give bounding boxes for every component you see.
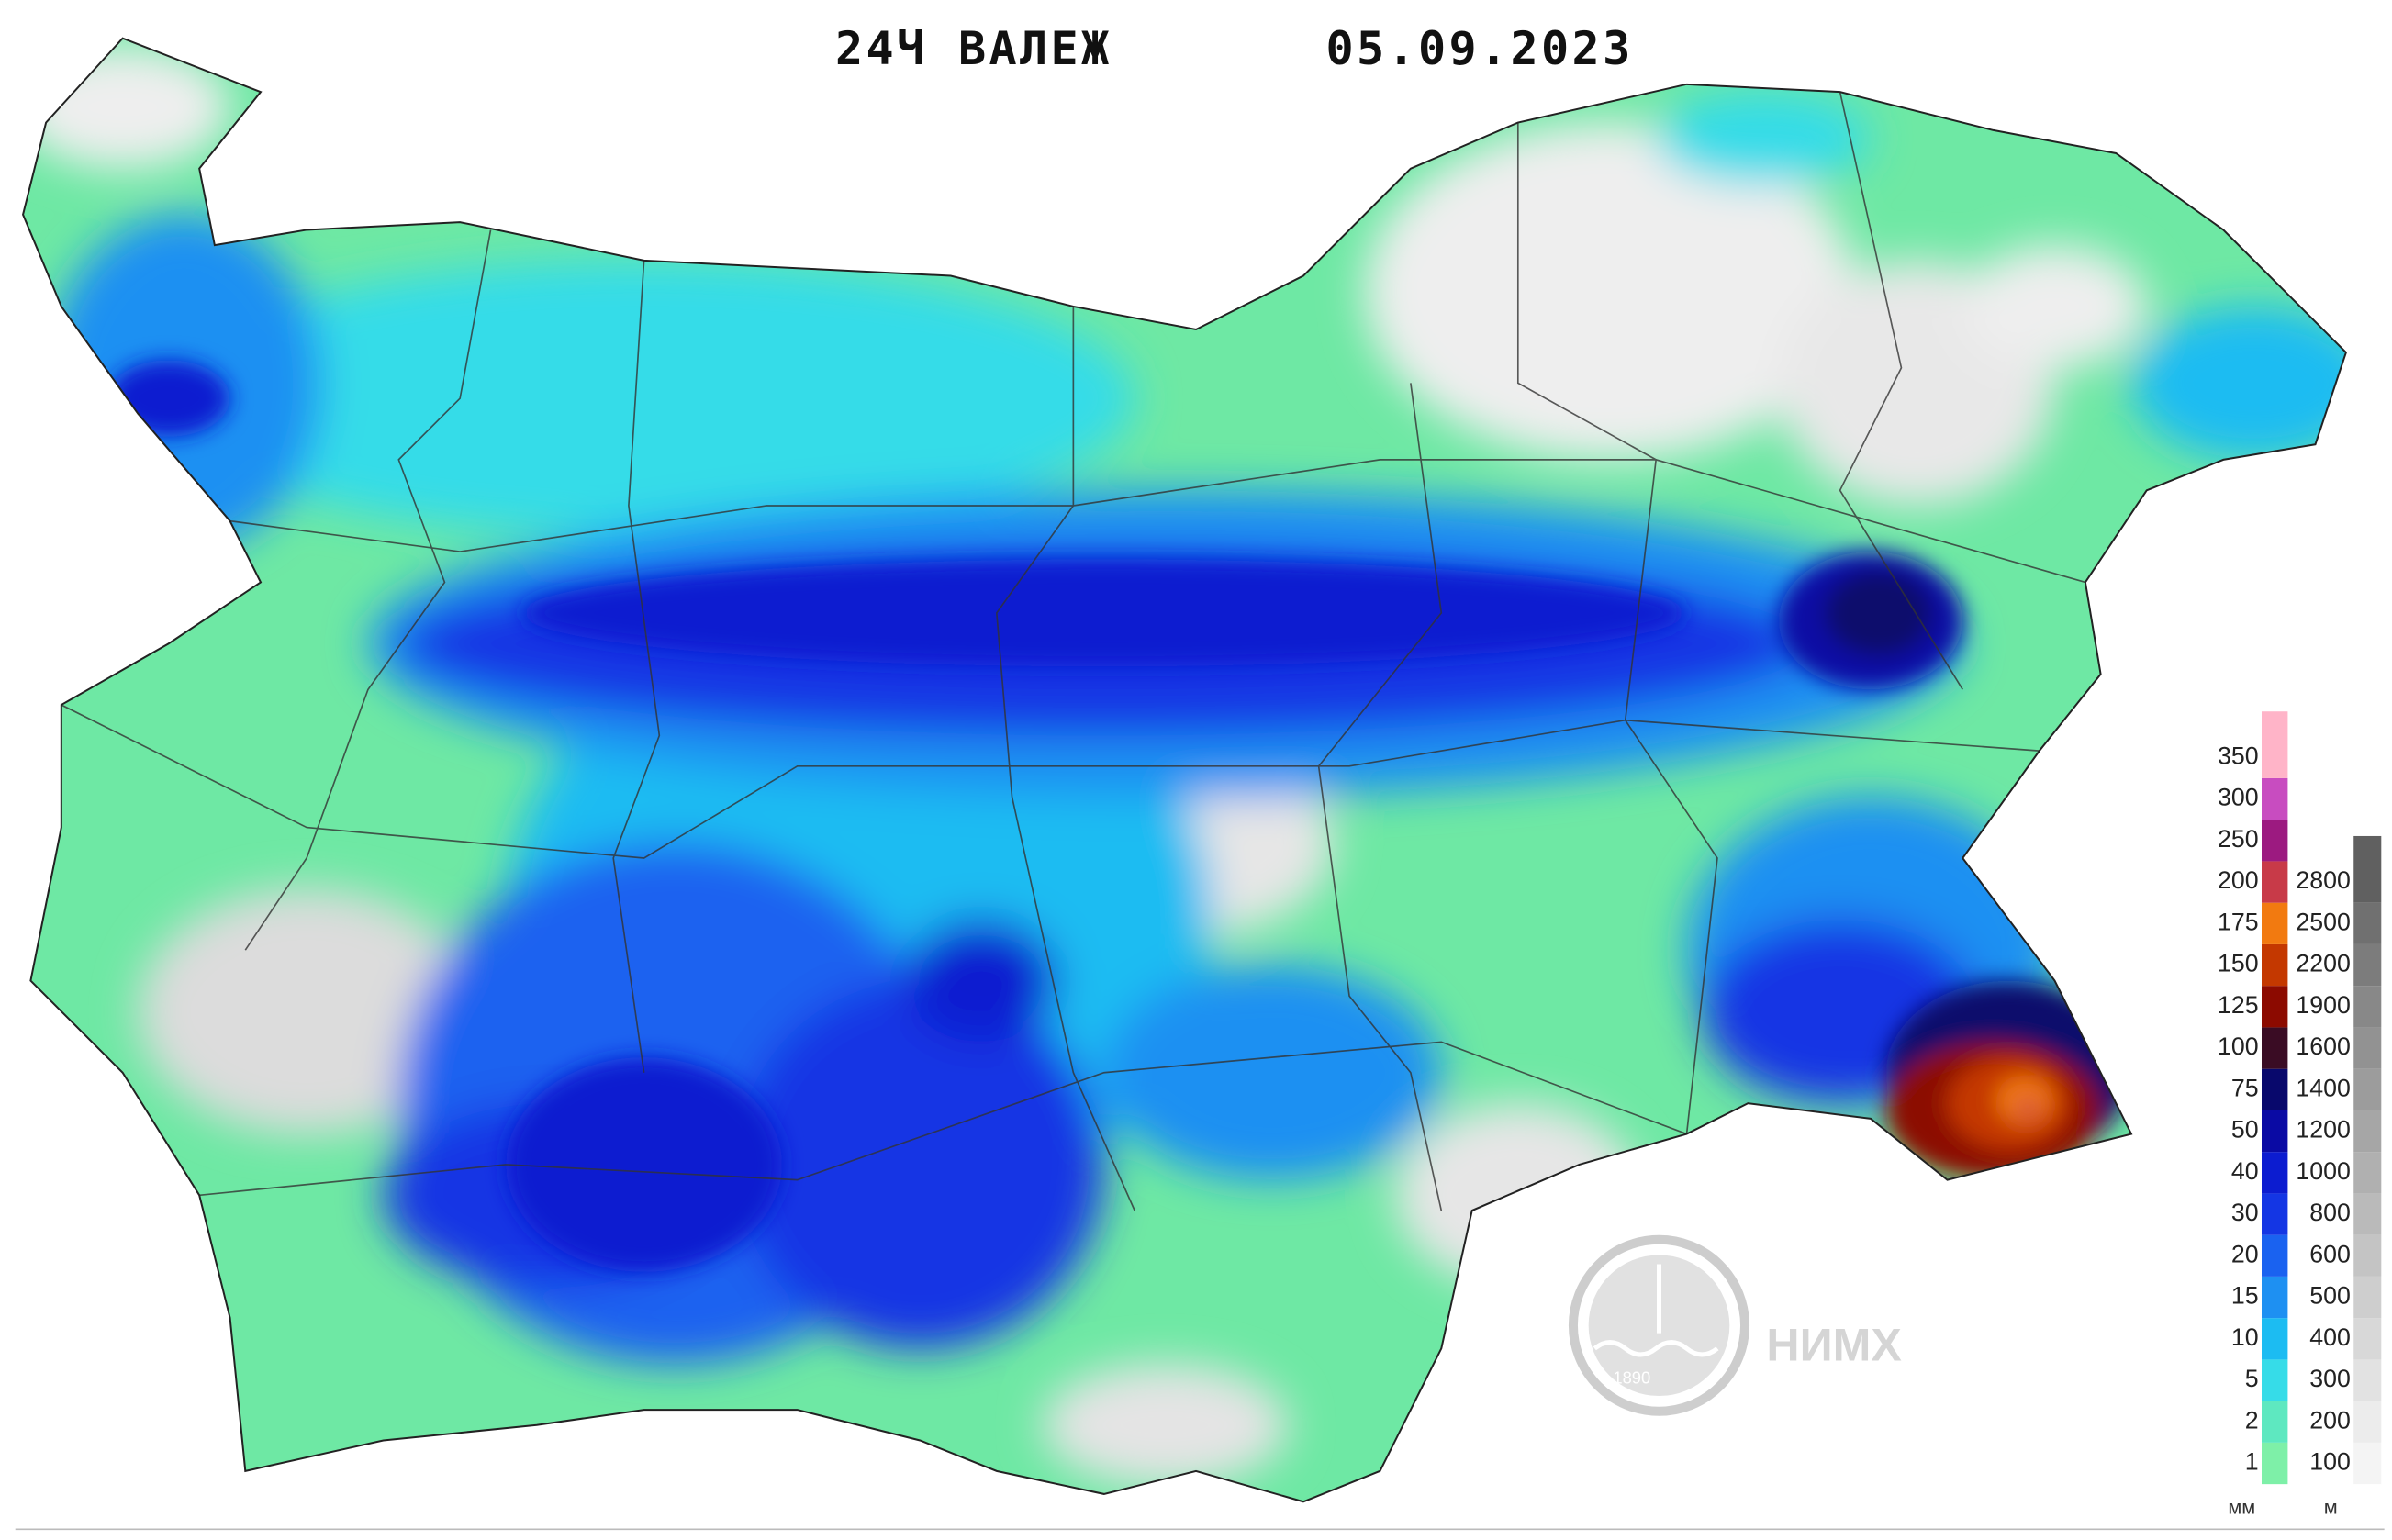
legend-label: 800 xyxy=(2309,1199,2351,1226)
legend-label: 125 xyxy=(2218,991,2259,1019)
legend-label: 600 xyxy=(2309,1240,2351,1267)
map-date: 05.09.2023 xyxy=(1326,21,1634,75)
legend-swatch xyxy=(2353,1068,2382,1110)
legend-swatch xyxy=(2262,861,2288,903)
legend-swatch xyxy=(2262,1276,2288,1319)
legend-label: 200 xyxy=(2309,1406,2351,1434)
legend-swatch xyxy=(2262,1068,2288,1110)
legend-swatch xyxy=(2262,1318,2288,1360)
legend-label: 350 xyxy=(2218,742,2259,769)
logo-year: 1890 xyxy=(1613,1368,1650,1388)
legend-swatch xyxy=(2353,1442,2382,1485)
legend-label: 2500 xyxy=(2296,908,2350,935)
legend-swatch xyxy=(2353,835,2382,903)
logo-ring xyxy=(1568,1234,1750,1416)
legend-swatch xyxy=(2353,986,2382,1028)
legend-swatch xyxy=(2353,1318,2382,1360)
legend: 1251015203040507510012515017520025030035… xyxy=(2218,711,2382,1519)
legend-swatch xyxy=(2262,1234,2288,1277)
logo: НИМХ 1890 xyxy=(1568,1234,1902,1416)
legend-label: 10 xyxy=(2231,1323,2259,1351)
legend-label: 400 xyxy=(2309,1323,2351,1351)
legend-swatch xyxy=(2262,902,2288,944)
legend-label: 1400 xyxy=(2296,1074,2350,1101)
legend-swatch xyxy=(2262,777,2288,820)
legend-unit: м xyxy=(2324,1496,2338,1519)
legend-swatch xyxy=(2262,1193,2288,1235)
legend-label: 2800 xyxy=(2296,866,2350,894)
legend-label: 75 xyxy=(2231,1074,2259,1101)
legend-label: 100 xyxy=(2309,1448,2351,1476)
legend-label: 1000 xyxy=(2296,1157,2350,1185)
legend-swatch xyxy=(2262,1442,2288,1485)
legend-label: 300 xyxy=(2309,1365,2351,1392)
legend-label: 200 xyxy=(2218,866,2259,894)
legend-label: 150 xyxy=(2218,950,2259,977)
legend-swatch xyxy=(2353,943,2382,987)
legend-label: 1 xyxy=(2245,1448,2259,1476)
legend-label: 50 xyxy=(2231,1116,2259,1144)
legend-swatch xyxy=(2353,1401,2382,1443)
legend-swatch xyxy=(2262,711,2288,778)
legend-swatch xyxy=(2262,1152,2288,1194)
legend-label: 30 xyxy=(2231,1199,2259,1226)
legend-swatch xyxy=(2353,1359,2382,1401)
legend-swatch xyxy=(2262,820,2288,862)
legend-swatch xyxy=(2353,1193,2382,1235)
legend-swatch xyxy=(2262,943,2288,987)
legend-label: 1900 xyxy=(2296,991,2350,1019)
legend-unit: мм xyxy=(2228,1496,2255,1519)
legend-label: 175 xyxy=(2218,908,2259,935)
legend-label: 20 xyxy=(2231,1240,2259,1267)
legend-label: 1200 xyxy=(2296,1116,2350,1144)
legend-label: 250 xyxy=(2218,825,2259,853)
legend-swatch xyxy=(2353,1152,2382,1194)
legend-swatch xyxy=(2353,1276,2382,1319)
legend-swatch xyxy=(2262,1401,2288,1443)
legend-swatch xyxy=(2353,1110,2382,1153)
legend-swatch xyxy=(2353,1027,2382,1069)
legend-label: 300 xyxy=(2218,784,2259,811)
legend-label: 1600 xyxy=(2296,1032,2350,1060)
logo-wave xyxy=(1593,1340,1719,1357)
legend-label: 2 xyxy=(2245,1406,2259,1434)
legend-swatch xyxy=(2353,902,2382,944)
legend-swatch xyxy=(2262,1027,2288,1069)
legend-swatch xyxy=(2262,1359,2288,1401)
legend-swatch xyxy=(2353,1234,2382,1277)
legend-label: 2200 xyxy=(2296,950,2350,977)
legend-swatch xyxy=(2262,1110,2288,1153)
legend-label: 100 xyxy=(2218,1032,2259,1060)
logo-name: НИМХ xyxy=(1766,1320,1901,1371)
legend-label: 500 xyxy=(2309,1282,2351,1310)
legend-label: 5 xyxy=(2245,1365,2259,1392)
legend-label: 15 xyxy=(2231,1282,2259,1310)
country-border xyxy=(22,37,2348,1503)
legend-label: 40 xyxy=(2231,1157,2259,1185)
map-title: 24Ч ВАЛЕЖ xyxy=(835,21,1112,75)
legend-swatch xyxy=(2262,986,2288,1028)
